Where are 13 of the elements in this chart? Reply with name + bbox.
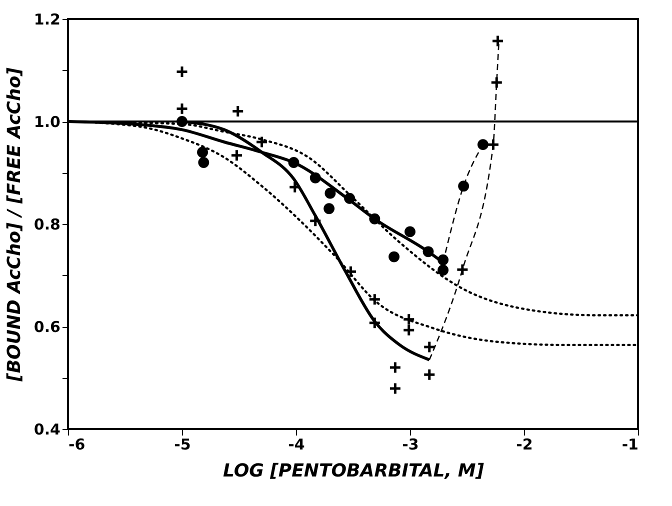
y-tick-label: 1.0 <box>34 113 60 131</box>
y-axis-title: [BOUND AcCho] / [FREE AcCho] <box>4 66 25 382</box>
x-axis-title: LOG [PENTOBARBITAL, M] <box>223 460 485 482</box>
x-tick-label: -1 <box>622 436 638 454</box>
y-tick-label: 0.4 <box>34 420 60 438</box>
x-tick-label: -6 <box>68 436 86 454</box>
x-tick-label: -3 <box>402 436 419 454</box>
y-tick-label: 0.6 <box>34 318 60 336</box>
x-tick-label: -4 <box>288 436 305 454</box>
x-tick-label: -5 <box>174 436 191 454</box>
x-tick-label: -2 <box>516 436 533 454</box>
y-tick-label: 1.2 <box>34 10 60 28</box>
y-tick-label: 0.8 <box>34 216 60 234</box>
